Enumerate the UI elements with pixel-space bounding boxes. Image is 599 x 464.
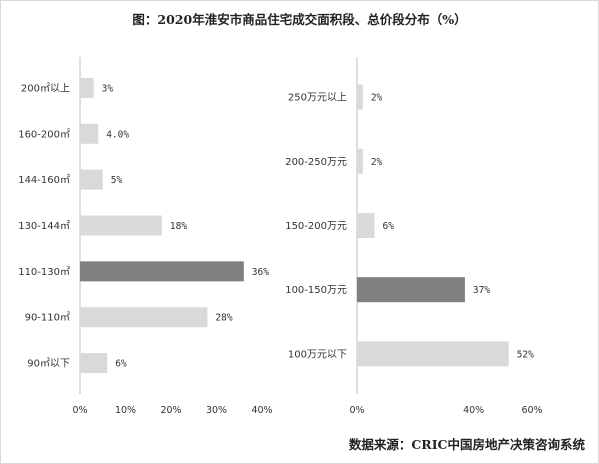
price-distribution-chart: 250万元以上 2% 200-250万元 2% 150-200万元 6% 100-150万元… (285, 57, 543, 416)
area-category-label: 90㎡以下 (27, 358, 70, 370)
price-data-label: 2% (371, 157, 383, 168)
price-bar (357, 148, 363, 174)
area-data-label: 36% (252, 267, 269, 278)
area-category-label: 90-110㎡ (25, 312, 70, 324)
area-data-label: 6% (115, 359, 127, 370)
price-bar (357, 277, 465, 303)
area-x-tick-label: 40% (251, 405, 272, 416)
price-data-label: 37% (473, 285, 490, 296)
price-x-tick-label: 0% (349, 405, 364, 416)
area-x-tick-label: 0% (72, 405, 87, 416)
price-category-label: 100万元以下 (288, 349, 347, 360)
chart-title: 图：2020年淮安市商品住宅成交面积段、总价段分布（%） (132, 12, 467, 27)
area-category-label: 130-144㎡ (18, 220, 70, 232)
area-bar (80, 353, 108, 374)
area-category-label: 110-130㎡ (18, 266, 70, 278)
area-bar (80, 215, 162, 236)
price-data-label: 2% (371, 93, 383, 104)
price-category-label: 250万元以上 (288, 92, 347, 104)
price-x-tick-label: 60% (521, 405, 542, 416)
area-bar (80, 261, 244, 282)
area-category-label: 160-200㎡ (18, 128, 70, 140)
price-bar (357, 213, 375, 238)
area-x-tick-label: 30% (206, 405, 227, 416)
price-category-label: 200-250万元 (285, 157, 347, 168)
price-bar (357, 84, 363, 110)
price-data-label: 6% (383, 221, 395, 232)
price-bar (357, 341, 509, 367)
area-category-label: 200㎡以上 (21, 82, 70, 94)
area-bar (80, 77, 94, 98)
area-data-label: 3% (102, 83, 114, 94)
area-x-tick-label: 10% (115, 405, 136, 416)
area-data-label: 18% (170, 221, 187, 232)
area-data-label: 5% (111, 175, 123, 186)
area-data-label: 28% (215, 313, 232, 324)
area-bar (80, 123, 99, 144)
price-category-label: 100-150万元 (285, 285, 347, 296)
area-bar (80, 169, 103, 190)
data-source-note: 数据来源：CRIC中国房地产决策咨询系统 (348, 437, 585, 452)
area-distribution-chart: 200㎡以上 3% 160-200㎡ 4.0% 144-160㎡ 5% 130-144㎡ 18… (18, 57, 273, 416)
area-data-label: 4.0% (106, 129, 129, 140)
price-category-label: 150-200万元 (285, 221, 347, 232)
area-category-label: 144-160㎡ (18, 174, 70, 186)
area-bar (80, 307, 208, 328)
price-x-tick-label: 40% (463, 405, 484, 416)
area-x-tick-label: 20% (160, 405, 181, 416)
price-data-label: 52% (517, 349, 534, 360)
